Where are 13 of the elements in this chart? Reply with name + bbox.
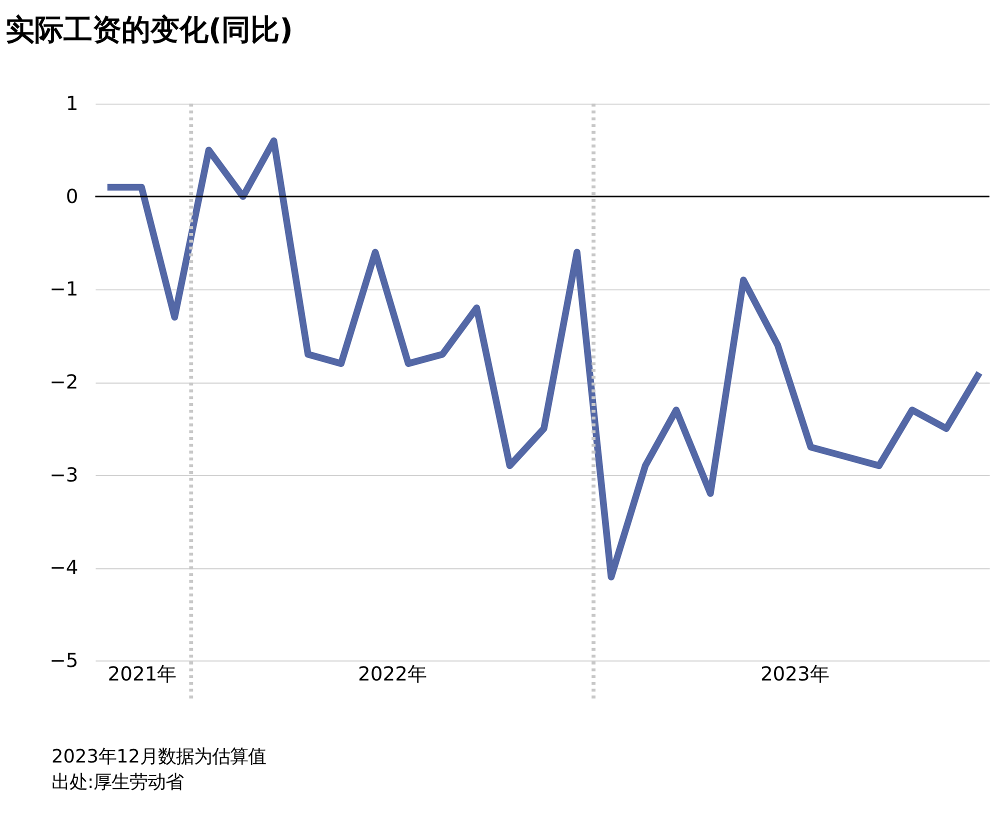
y-tick-label: −1 <box>50 278 78 301</box>
chart-title: 实际工资的变化(同比) <box>5 12 294 47</box>
y-tick-label: −3 <box>50 463 78 486</box>
y-tick-label: −2 <box>50 370 78 394</box>
y-tick-label: 1 <box>66 92 78 116</box>
y-tick-label: −5 <box>50 648 78 672</box>
text: 2023年12月数据为估算值 <box>52 746 266 768</box>
x-tick-label: 2023年 <box>760 662 829 686</box>
text: 出处:厚生劳动省 <box>52 772 184 793</box>
x-tick-label: 2022年 <box>358 662 426 686</box>
y-tick-label: −4 <box>50 556 78 580</box>
y-tick-label: 0 <box>66 184 78 208</box>
x-tick-label: 2021年 <box>108 662 176 686</box>
